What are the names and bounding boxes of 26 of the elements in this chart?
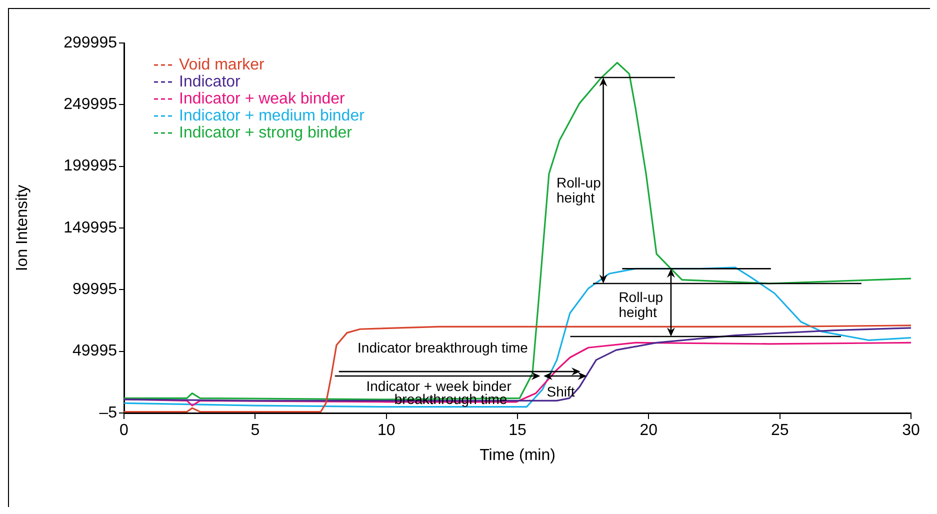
legend-label: Indicator + medium binder	[179, 107, 366, 124]
x-tick-label: 5	[250, 422, 260, 440]
y-tick-label: 99995	[72, 281, 118, 298]
y-tick-label: –5	[99, 404, 118, 422]
x-tick-label: 30	[902, 422, 920, 440]
y-tick-label: 249995	[64, 96, 118, 114]
x-tick-label: 15	[508, 422, 526, 440]
y-tick-label: 299995	[64, 34, 118, 52]
legend-label: Indicator	[179, 73, 242, 90]
y-tick-label: 49995	[72, 342, 118, 360]
annotation: Indicator breakthrough time	[358, 340, 528, 356]
annotation: Shift	[546, 383, 575, 400]
y-tick-label: 199995	[64, 158, 118, 175]
annotation: Indicator + week binder breakthrough time	[366, 378, 512, 407]
annotation: Roll-up height	[556, 174, 602, 206]
y-axis-title: Ion Intensity	[14, 184, 32, 272]
x-tick-label: 25	[770, 422, 789, 440]
legend-label: Indicator + weak binder	[179, 90, 346, 108]
y-tick-label: 149995	[64, 219, 118, 236]
annotation: Roll-up height	[618, 289, 664, 320]
x-tick-label: 20	[640, 422, 658, 440]
x-tick-label: 10	[377, 422, 396, 440]
legend-label: Void marker	[179, 56, 266, 74]
x-tick-label: 0	[120, 422, 129, 440]
legend-label: Indicator + strong binder	[179, 124, 353, 142]
x-axis-title: Time (min)	[480, 446, 556, 464]
